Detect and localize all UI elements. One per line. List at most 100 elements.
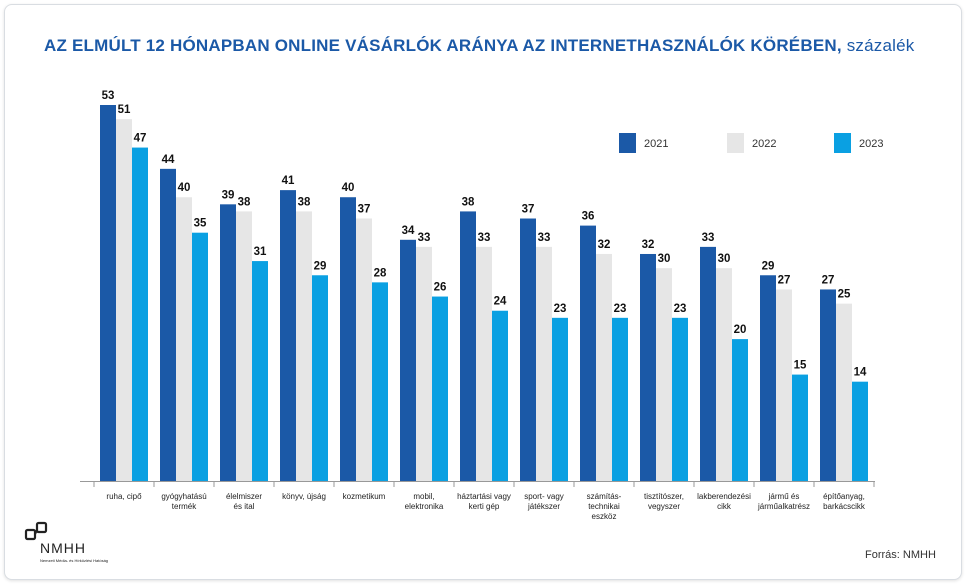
x-tick-label: jármű és járműalkatrész xyxy=(757,492,810,511)
bar-2021-5 xyxy=(400,239,416,481)
data-label-2022-6: 33 xyxy=(478,232,491,244)
x-tick-label: kozmetikum xyxy=(343,492,386,501)
data-label-2021-9: 32 xyxy=(642,239,655,251)
bar-2022-2 xyxy=(236,211,252,481)
source-note: Forrás: NMHH xyxy=(865,549,936,561)
nmhh-logo-icon: NMHH Nemzeti Média- és Hírközlési Hatósá… xyxy=(24,521,108,563)
x-tick-label: élelmiszer és ital xyxy=(226,492,262,511)
data-label-2021-11: 29 xyxy=(762,260,775,272)
x-tick-label: mobil, elektronika xyxy=(405,492,444,511)
bar-2021-7 xyxy=(520,218,536,481)
data-label-2022-5: 33 xyxy=(418,232,431,244)
x-tick-label: sport- vagy játékszer xyxy=(524,492,564,511)
legend-swatch-2022 xyxy=(727,133,744,153)
bar-2022-1 xyxy=(176,197,192,481)
bar-2022-0 xyxy=(116,119,132,481)
chart-title: AZ ELMÚLT 12 HÓNAPBAN ONLINE VÁSÁRLÓK AR… xyxy=(44,36,914,56)
bar-2023-0 xyxy=(132,147,148,481)
data-label-2023-7: 23 xyxy=(554,303,567,315)
data-label-2021-4: 40 xyxy=(342,182,355,194)
bar-2023-5 xyxy=(432,296,448,481)
x-ticks-group: ruha, cipő gyógyhatású termék élelmiszer és … xyxy=(93,481,875,521)
data-label-2023-8: 23 xyxy=(614,303,627,315)
data-label-2022-0: 51 xyxy=(118,104,131,116)
logo-wordmark: NMHH xyxy=(40,540,86,556)
bar-2021-9 xyxy=(640,253,656,481)
data-label-2022-12: 25 xyxy=(838,289,851,301)
data-label-2022-10: 30 xyxy=(718,253,731,265)
legend: 2021 2022 2023 xyxy=(619,133,883,153)
bar-2022-6 xyxy=(476,246,492,481)
data-label-2021-7: 37 xyxy=(522,204,535,216)
legend-label-2022: 2022 xyxy=(752,138,776,150)
x-tick-label: ruha, cipő xyxy=(106,492,142,501)
bar-2023-2 xyxy=(252,261,268,481)
bar-2022-10 xyxy=(716,268,732,481)
data-label-2022-4: 37 xyxy=(358,204,371,216)
data-label-2022-2: 38 xyxy=(238,196,251,208)
bar-2022-3 xyxy=(296,211,312,481)
data-label-2023-1: 35 xyxy=(194,218,207,230)
data-label-2023-11: 15 xyxy=(794,360,807,372)
data-label-2021-10: 33 xyxy=(702,232,715,244)
legend-swatch-2021 xyxy=(619,133,636,153)
data-label-2023-2: 31 xyxy=(254,246,267,258)
data-label-2021-8: 36 xyxy=(582,211,595,223)
bar-2021-11 xyxy=(760,275,776,481)
bar-2021-0 xyxy=(100,105,116,481)
bar-2021-1 xyxy=(160,168,176,481)
data-label-2023-3: 29 xyxy=(314,260,327,272)
bar-2022-4 xyxy=(356,218,372,481)
data-label-2023-0: 47 xyxy=(134,133,147,145)
bar-2023-7 xyxy=(552,317,568,481)
bar-2021-3 xyxy=(280,190,296,481)
bar-2022-7 xyxy=(536,246,552,481)
bar-2022-5 xyxy=(416,246,432,481)
data-label-2021-12: 27 xyxy=(822,274,835,286)
data-label-2022-11: 27 xyxy=(778,274,791,286)
legend-label-2023: 2023 xyxy=(859,138,883,150)
x-tick-label: háztartási vagy kerti gép xyxy=(457,492,511,511)
data-label-2021-6: 38 xyxy=(462,196,475,208)
data-label-2021-0: 53 xyxy=(102,90,115,102)
legend-label-2021: 2021 xyxy=(644,138,668,150)
data-label-2023-4: 28 xyxy=(374,267,387,279)
bar-2023-10 xyxy=(732,339,748,481)
bar-2023-6 xyxy=(492,310,508,481)
bar-2023-3 xyxy=(312,275,328,481)
bar-2021-6 xyxy=(460,211,476,481)
data-label-2023-12: 14 xyxy=(854,367,867,379)
bar-2022-12 xyxy=(836,303,852,481)
data-label-2021-1: 44 xyxy=(162,154,175,166)
bar-2021-2 xyxy=(220,204,236,482)
data-label-2023-10: 20 xyxy=(734,324,747,336)
bars-group: 5351474440353938314138294037283433263833… xyxy=(100,90,868,482)
data-label-2023-6: 24 xyxy=(494,296,507,308)
x-tick-label: tisztítószer, vegyszer xyxy=(644,492,684,511)
data-label-2023-5: 26 xyxy=(434,282,447,294)
data-label-2022-3: 38 xyxy=(298,196,311,208)
data-label-2021-3: 41 xyxy=(282,175,295,187)
legend-swatch-2023 xyxy=(834,133,851,153)
logo-subtext: Nemzeti Média- és Hírközlési Hatóság xyxy=(40,558,108,563)
bar-2021-8 xyxy=(580,225,596,481)
chart-title-unit: százalék xyxy=(846,36,915,55)
data-label-2022-8: 32 xyxy=(598,239,611,251)
bar-2022-9 xyxy=(656,268,672,481)
bar-2021-4 xyxy=(340,197,356,481)
bar-2023-4 xyxy=(372,282,388,481)
data-label-2022-1: 40 xyxy=(178,182,191,194)
bar-2021-12 xyxy=(820,289,836,481)
data-label-2021-5: 34 xyxy=(402,225,415,237)
chart-title-main: AZ ELMÚLT 12 HÓNAPBAN ONLINE VÁSÁRLÓK AR… xyxy=(44,36,842,55)
data-label-2021-2: 39 xyxy=(222,189,235,201)
x-tick-label: építőanyag, barkácscikk xyxy=(823,492,866,511)
bar-2023-12 xyxy=(852,381,868,481)
x-tick-label: számítás-technikai eszköz xyxy=(587,492,622,521)
bar-2021-10 xyxy=(700,246,716,481)
bar-2023-11 xyxy=(792,374,808,481)
x-tick-label: lakberendezési cikk xyxy=(697,492,751,511)
bar-2023-9 xyxy=(672,317,688,481)
data-label-2022-9: 30 xyxy=(658,253,671,265)
